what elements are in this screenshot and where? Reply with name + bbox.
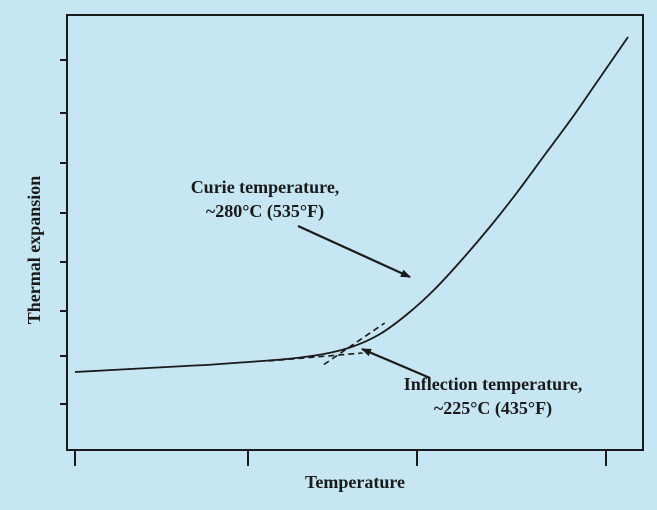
y-axis-label: Thermal expansion <box>24 176 44 325</box>
tangent-dashed-line-2 <box>323 322 386 366</box>
x-axis-ticks <box>74 450 607 466</box>
thermal-expansion-curve <box>74 36 629 373</box>
inflection-annotation-line-1: Inflection temperature, <box>404 374 583 394</box>
plot-frame <box>66 14 644 451</box>
curie-annotation-line-2: ~280°C (535°F) <box>206 201 324 222</box>
series-layer <box>74 36 629 373</box>
curie-annotation-line-1: Curie temperature, <box>191 177 340 197</box>
curie-arrow <box>297 224 411 279</box>
inflection-annotation-line-2: ~225°C (435°F) <box>434 398 552 419</box>
inflection-arrow <box>361 347 431 380</box>
annotation-layer: Curie temperature, ~280°C (535°F) Inflecti… <box>191 177 583 419</box>
y-axis-ticks <box>60 59 67 405</box>
x-axis-label: Temperature <box>305 472 405 492</box>
tangent-dashed-line-1 <box>268 352 363 362</box>
